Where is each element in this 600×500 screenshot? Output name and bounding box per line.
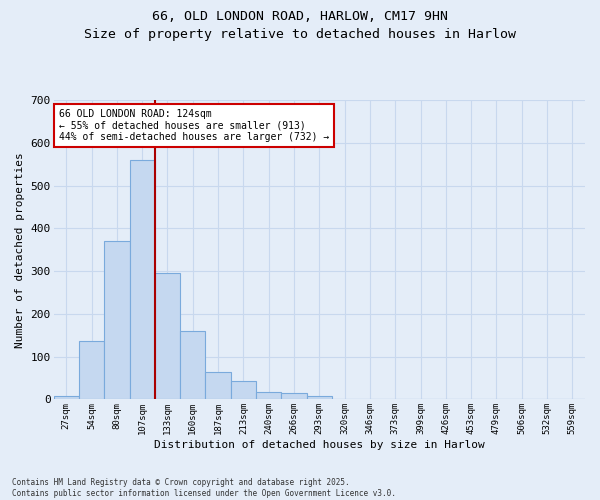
Bar: [231, 381, 256, 400]
Bar: [104, 241, 130, 400]
Bar: [79, 341, 104, 400]
Text: Contains HM Land Registry data © Crown copyright and database right 2025.
Contai: Contains HM Land Registry data © Crown c…: [12, 478, 396, 498]
Bar: [281, 394, 307, 400]
Bar: [155, 273, 180, 400]
Y-axis label: Number of detached properties: Number of detached properties: [15, 152, 25, 348]
Bar: [130, 160, 155, 400]
Bar: [180, 331, 205, 400]
Bar: [307, 396, 332, 400]
Text: 66 OLD LONDON ROAD: 124sqm
← 55% of detached houses are smaller (913)
44% of sem: 66 OLD LONDON ROAD: 124sqm ← 55% of deta…: [59, 109, 329, 142]
Bar: [205, 372, 231, 400]
Text: 66, OLD LONDON ROAD, HARLOW, CM17 9HN
Size of property relative to detached hous: 66, OLD LONDON ROAD, HARLOW, CM17 9HN Si…: [84, 10, 516, 41]
Bar: [53, 396, 79, 400]
X-axis label: Distribution of detached houses by size in Harlow: Distribution of detached houses by size …: [154, 440, 485, 450]
Bar: [256, 392, 281, 400]
